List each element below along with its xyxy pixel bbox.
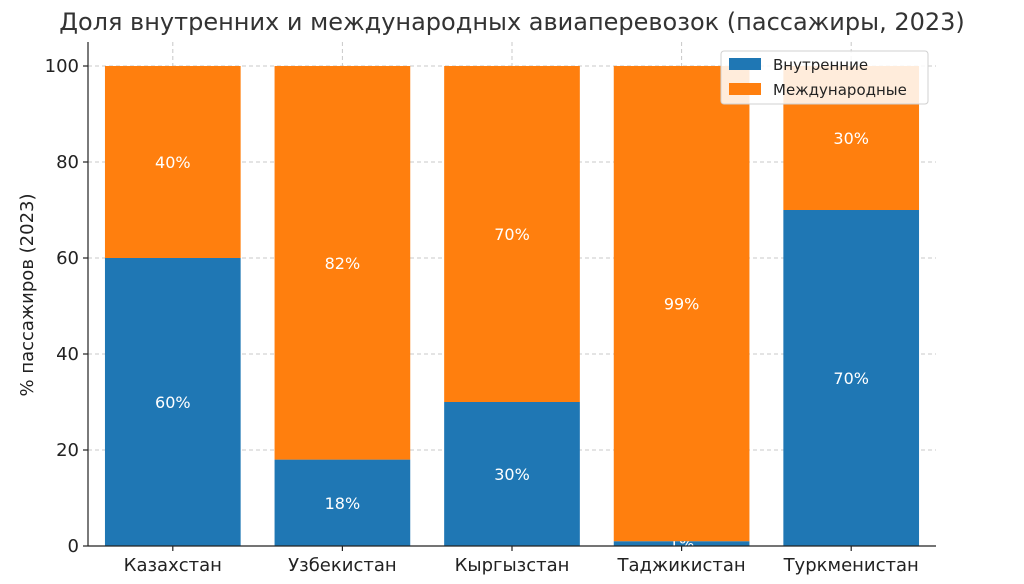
bar-value-label: 99% <box>664 295 700 314</box>
legend-swatch-international <box>729 83 761 95</box>
bar-value-label: 70% <box>833 369 869 388</box>
chart-title: Доля внутренних и международных авиапере… <box>59 8 965 36</box>
bar-value-label: 18% <box>325 494 361 513</box>
bar-international-2 <box>444 66 580 402</box>
bar-value-label: 30% <box>494 465 530 484</box>
y-axis-label: % пассажиров (2023) <box>17 194 38 397</box>
x-tick-label: Таджикистан <box>617 555 746 576</box>
bar-international-3 <box>613 66 750 542</box>
legend-swatch-domestic <box>729 58 761 70</box>
y-tick-label: 0 <box>68 536 79 557</box>
legend-label-domestic: Внутренние <box>773 56 868 74</box>
y-tick-label: 100 <box>45 56 79 77</box>
y-tick-label: 80 <box>56 152 79 173</box>
x-tick-label: Казахстан <box>124 555 222 576</box>
legend-label-international: Международные <box>773 81 907 99</box>
bar-value-label: 70% <box>494 225 530 244</box>
bar-value-label: 30% <box>833 129 869 148</box>
x-tick-label: Туркменистан <box>783 555 919 576</box>
legend: Внутренние Международные <box>720 50 929 105</box>
bars-layer: 60%40%18%82%30%70%1%99%70%30% <box>104 66 920 554</box>
x-tick-label: Кыргызстан <box>455 555 570 576</box>
bar-value-label: 82% <box>325 254 361 273</box>
axes-layer: 0 20 40 60 80 100 Казахстан Узбекистан Кыргызста… <box>45 42 936 576</box>
y-tick-label: 20 <box>56 440 79 461</box>
legend-box <box>720 50 929 105</box>
bar-international-1 <box>274 66 411 460</box>
bar-value-label: 40% <box>155 153 191 172</box>
bar-domestic-4 <box>783 210 920 546</box>
x-tick-label: Узбекистан <box>288 555 396 576</box>
bar-domestic-0 <box>104 258 241 546</box>
bar-domestic-2 <box>444 402 580 546</box>
y-tick-label: 60 <box>56 248 79 269</box>
bar-international-0 <box>104 66 241 258</box>
bar-domestic-1 <box>274 459 411 546</box>
bar-value-label: 60% <box>155 393 191 412</box>
bar-domestic-3 <box>613 541 750 546</box>
y-tick-label: 40 <box>56 344 79 365</box>
